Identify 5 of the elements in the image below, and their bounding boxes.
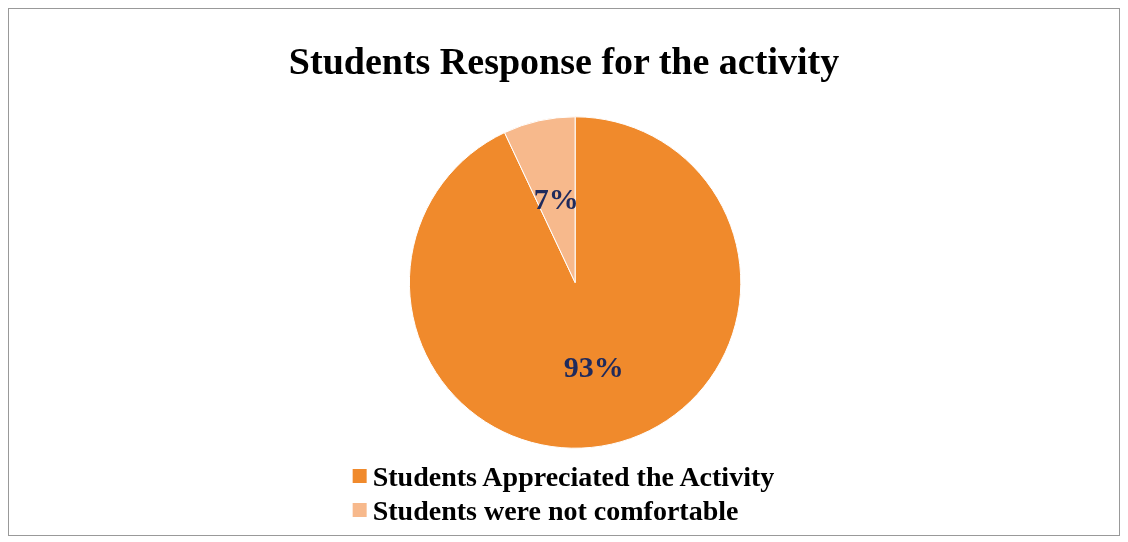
legend-label: Students were not comfortable: [372, 494, 739, 526]
legend-label: Students Appreciated the Activity: [372, 460, 775, 492]
data-label: 93%: [563, 349, 624, 383]
chart-title: Students Response for the activity: [288, 40, 840, 82]
data-label: 7%: [533, 182, 579, 216]
